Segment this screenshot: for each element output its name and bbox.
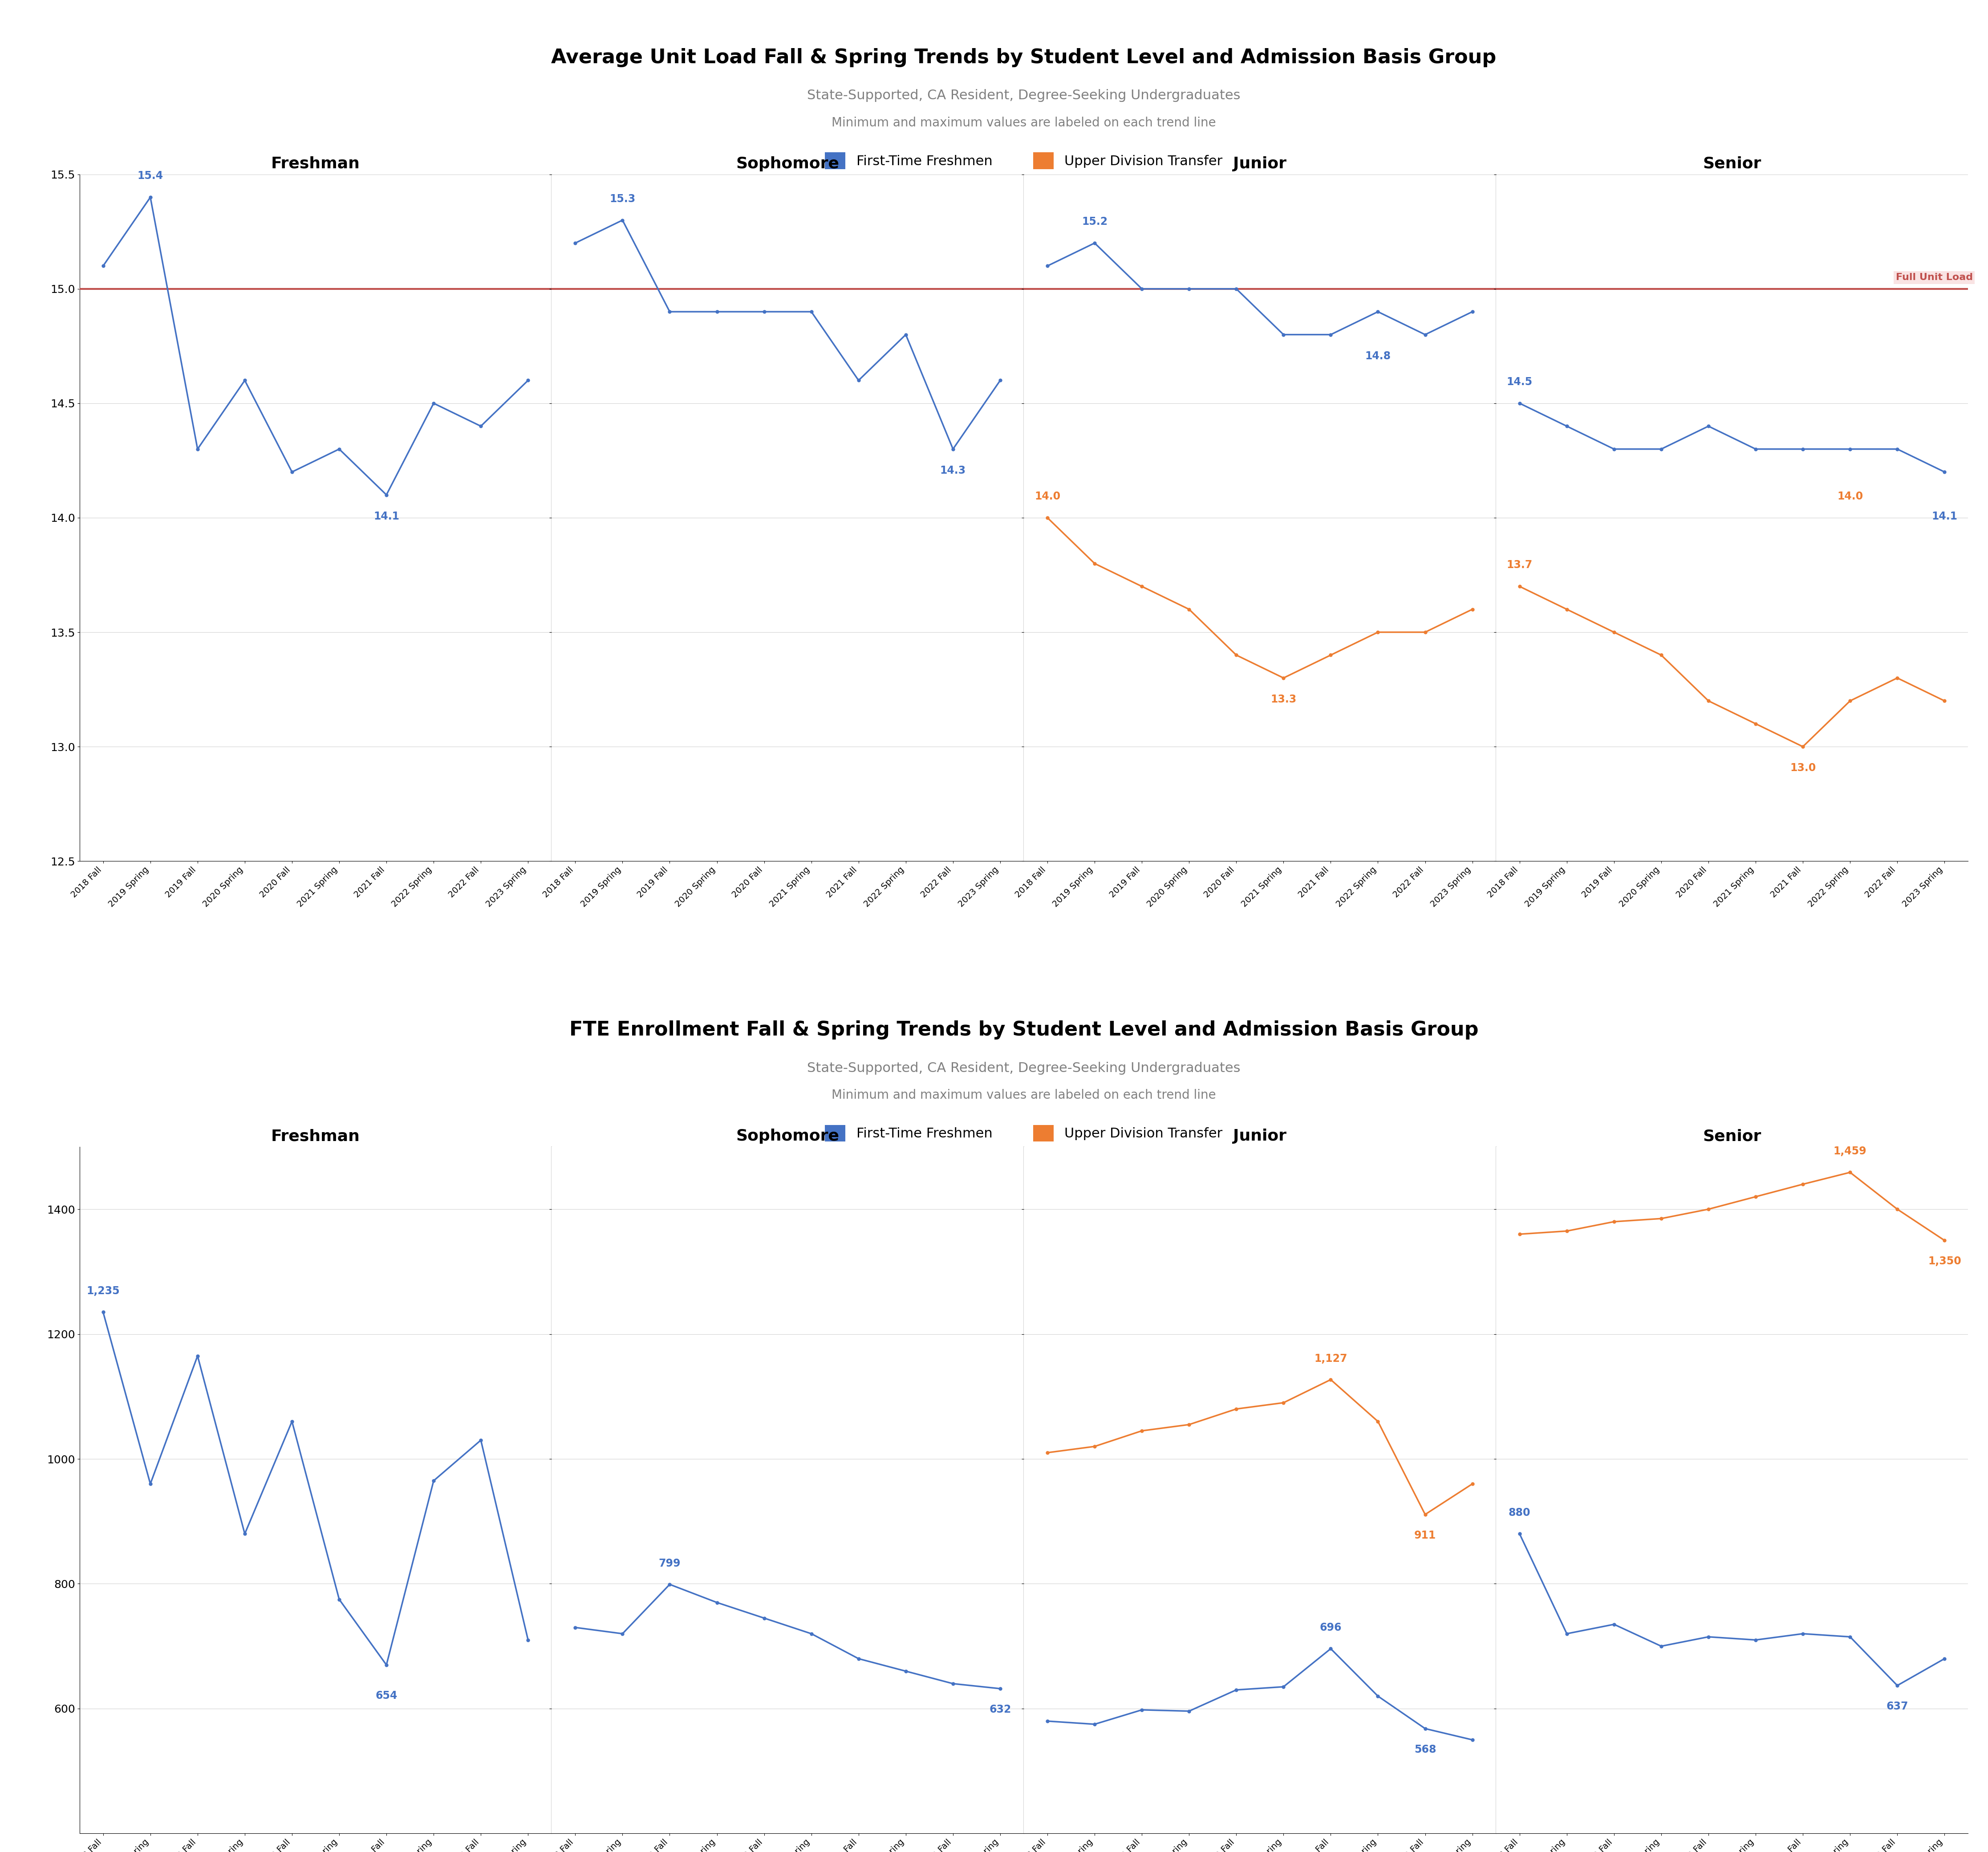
Title: Senior: Senior (1704, 1128, 1761, 1145)
Text: Full Unit Load: Full Unit Load (1897, 272, 1972, 282)
Text: Minimum and maximum values are labeled on each trend line: Minimum and maximum values are labeled o… (831, 1089, 1217, 1102)
Text: 14.0: 14.0 (1837, 491, 1863, 502)
Text: 911: 911 (1413, 1530, 1435, 1541)
Title: Sophomore: Sophomore (736, 156, 839, 172)
Text: Minimum and maximum values are labeled on each trend line: Minimum and maximum values are labeled o… (831, 117, 1217, 130)
Text: 632: 632 (990, 1704, 1012, 1715)
Text: State-Supported, CA Resident, Degree-Seeking Undergraduates: State-Supported, CA Resident, Degree-See… (807, 89, 1241, 102)
Text: 799: 799 (658, 1558, 680, 1569)
Text: 14.8: 14.8 (1366, 350, 1392, 361)
Text: 13.3: 13.3 (1270, 694, 1296, 704)
Title: Senior: Senior (1704, 156, 1761, 172)
Text: 13.7: 13.7 (1507, 559, 1533, 570)
Text: 14.1: 14.1 (1932, 511, 1958, 522)
Text: 654: 654 (376, 1691, 398, 1702)
Text: 568: 568 (1413, 1745, 1435, 1756)
Text: 696: 696 (1320, 1622, 1342, 1633)
Text: FTE Enrollment Fall & Spring Trends by Student Level and Admission Basis Group: FTE Enrollment Fall & Spring Trends by S… (569, 1020, 1479, 1039)
Text: 15.4: 15.4 (137, 170, 163, 181)
Text: 14.0: 14.0 (1034, 491, 1060, 502)
Text: 15.3: 15.3 (610, 193, 636, 204)
Text: 637: 637 (1887, 1702, 1908, 1711)
Text: 14.1: 14.1 (374, 511, 400, 522)
Text: 880: 880 (1509, 1508, 1531, 1519)
Text: 1,127: 1,127 (1314, 1354, 1348, 1365)
Title: Freshman: Freshman (270, 1128, 360, 1145)
Legend: First-Time Freshmen, Upper Division Transfer: First-Time Freshmen, Upper Division Tran… (819, 1119, 1229, 1146)
Text: Average Unit Load Fall & Spring Trends by Student Level and Admission Basis Grou: Average Unit Load Fall & Spring Trends b… (551, 48, 1497, 67)
Text: 1,350: 1,350 (1928, 1256, 1960, 1267)
Title: Sophomore: Sophomore (736, 1128, 839, 1145)
Title: Junior: Junior (1233, 156, 1286, 172)
Title: Freshman: Freshman (270, 156, 360, 172)
Text: 14.3: 14.3 (940, 465, 966, 476)
Text: 13.0: 13.0 (1789, 763, 1815, 774)
Legend: First-Time Freshmen, Upper Division Transfer: First-Time Freshmen, Upper Division Tran… (819, 146, 1229, 174)
Text: 1,235: 1,235 (87, 1285, 119, 1296)
Text: 1,459: 1,459 (1833, 1146, 1867, 1158)
Text: 14.5: 14.5 (1507, 376, 1533, 387)
Text: 15.2: 15.2 (1081, 217, 1107, 228)
Text: State-Supported, CA Resident, Degree-Seeking Undergraduates: State-Supported, CA Resident, Degree-See… (807, 1061, 1241, 1074)
Title: Junior: Junior (1233, 1128, 1286, 1145)
